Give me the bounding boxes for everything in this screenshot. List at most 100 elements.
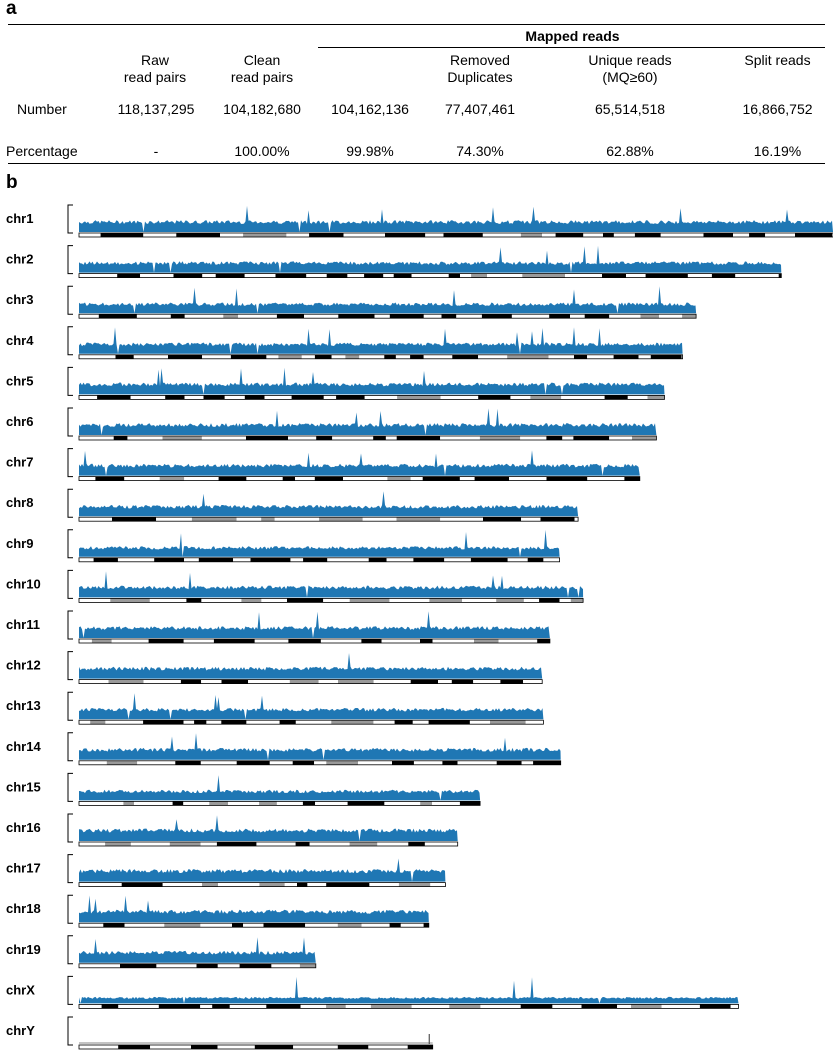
ideogram-band [483,517,522,522]
cell-number-split: 16,866,752 [742,101,813,117]
ideogram-band [127,436,163,440]
coverage-area [79,529,560,557]
ideogram-band [303,557,328,562]
ideogram-band [520,436,547,440]
ideogram-band [520,1004,553,1009]
ideogram-chr5 [78,394,665,400]
ideogram-band [143,233,177,237]
ideogram-band [498,639,538,643]
ideogram-band [423,314,442,319]
ideogram-chr19 [78,963,317,969]
ideogram-band [286,233,310,237]
ideogram-band [626,273,646,278]
ideogram-band [218,882,260,887]
ideogram-band [218,476,247,481]
cell-pct-removed-duplicates: 74.30% [456,143,504,159]
ideogram-band [359,354,385,359]
chrom-label: chr15 [6,779,41,794]
ideogram-outline [78,232,833,238]
ideogram-band [645,273,688,278]
ideogram-band [749,233,766,237]
chrom-label: chr8 [6,495,33,510]
ideogram-band [395,354,410,359]
ideogram-band [392,760,414,765]
ideogram-band [540,517,575,522]
ideogram-band [186,598,202,603]
ideogram-band [471,273,487,278]
ideogram-band [411,1004,450,1009]
ideogram-band [474,476,510,481]
ideogram-band [373,720,395,725]
ideogram-band [478,395,511,400]
ideogram-band [349,598,390,603]
chrom-label: chr1 [6,211,33,226]
ideogram-band [266,354,279,359]
track-y-axis [67,854,73,884]
track-y-axis [67,529,73,559]
ideogram-band [191,1045,218,1049]
ideogram-band [243,233,287,237]
ideogram-band [201,679,222,684]
ideogram-outline [78,273,782,278]
ideogram-band [624,476,640,481]
ideogram-band [561,395,605,400]
chrom-label: chr3 [6,292,33,307]
chrom-label: chr11 [6,617,40,632]
ideogram-band [396,517,441,522]
ideogram-band [584,314,610,319]
ideogram-band [546,476,588,481]
ideogram-band [137,760,176,765]
ideogram-band [250,557,291,562]
ideogram-band [314,476,343,481]
ideogram-chr2 [78,273,782,278]
ideogram-band [124,476,160,481]
ideogram-outline [78,435,657,441]
ideogram-band [164,923,201,928]
ideogram-band [370,1004,412,1009]
ideogram-band [470,557,508,562]
chrom-label: chr16 [6,820,41,835]
track-y-axis [67,488,73,518]
ideogram-band [337,1045,369,1049]
ideogram-band [373,679,411,684]
ideogram-chr9 [78,557,561,563]
chrom-label: chr10 [6,576,41,591]
ideogram-chr16 [78,841,459,847]
ideogram-band [79,354,116,359]
ideogram-band [282,476,295,481]
cell-number-unique: 65,514,518 [594,101,666,117]
ideogram-band [183,801,210,806]
chrom-label: chrX [6,982,35,997]
ideogram-outline [78,476,641,482]
ideogram-band [347,801,385,806]
ideogram-band [244,273,276,278]
track-y-axis [67,1016,73,1046]
ideogram-outline [78,557,561,563]
ideogram-band [430,882,446,887]
ideogram-band [217,963,240,968]
ideogram-band [79,801,124,806]
ideogram-band [79,1004,102,1009]
ideogram-band [314,354,332,359]
ideogram-band [176,233,220,237]
ideogram-band [79,1045,119,1049]
ideogram-band [490,720,526,725]
coverage-area [79,571,584,598]
coverage-area [79,976,739,1004]
ideogram-band [320,639,362,643]
ideogram-band [440,395,479,400]
ideogram-band [254,1045,294,1049]
chrom-label: chr7 [6,455,33,470]
ideogram-band [100,233,144,237]
ideogram-band [276,801,303,806]
panel-label-a: a [6,0,17,19]
chrom-track-chr14: chr14 [6,732,562,766]
ideogram-band [473,679,501,684]
coverage-area [79,693,544,720]
ideogram-band [228,801,260,806]
col-header-raw: Raw read pairs [123,52,187,85]
ideogram-band [456,314,482,319]
ideogram-band [301,354,315,359]
ideogram-band [583,233,603,237]
cell-pct-unique: 62.88% [606,143,654,159]
